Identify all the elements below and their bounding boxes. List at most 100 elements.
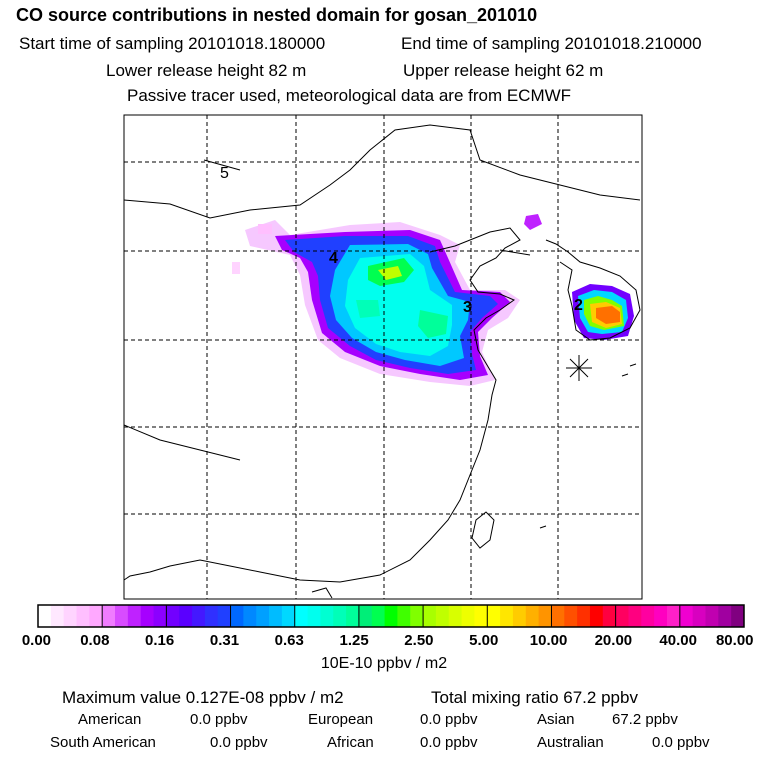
china-coast — [123, 227, 521, 583]
colorbar-swatch — [589, 605, 604, 627]
region-label-5: 5 — [220, 165, 229, 182]
colorbar-tick-label: 0.00 — [21, 632, 52, 649]
colorbar-swatch — [410, 605, 424, 627]
colorbar-swatch — [204, 605, 219, 627]
colorbar-swatch — [487, 605, 501, 627]
colorbar-swatch — [153, 605, 167, 627]
colorbar-swatch — [243, 605, 257, 627]
colorbar-swatch — [423, 605, 437, 627]
colorbar-swatch — [564, 605, 578, 627]
tracer-note: Passive tracer used, meteorological data… — [127, 86, 572, 105]
colorbar-tick-label: 0.08 — [80, 632, 110, 649]
colorbar-swatch — [346, 605, 360, 627]
colorbar-swatch — [525, 605, 540, 627]
colorbar-swatch — [256, 605, 270, 627]
plume-patch — [258, 224, 272, 234]
source-name-asian: Asian — [537, 711, 575, 728]
colorbar-swatch — [628, 605, 642, 627]
colorbar-swatch — [512, 605, 527, 627]
colorbar-tick-label: 20.00 — [594, 632, 633, 649]
colorbar-tick-label: 10.00 — [529, 632, 568, 649]
colorbar-tick-label: 40.00 — [659, 632, 697, 649]
colorbar-swatch — [538, 605, 552, 627]
colorbar-swatch — [294, 605, 309, 627]
colorbar-swatch — [333, 605, 347, 627]
north-border — [123, 124, 641, 219]
colorbar-swatch — [731, 605, 745, 627]
colorbar-frame — [37, 604, 745, 628]
source-name-european: European — [308, 711, 374, 728]
colorbar-tick-label: 80.00 — [715, 632, 754, 649]
colorbar-swatch — [115, 605, 129, 627]
source-value-asian: 67.2 ppbv — [612, 711, 678, 728]
plume-patch — [524, 214, 542, 230]
colorbar-swatch — [230, 605, 244, 627]
region-label-3: 3 — [463, 299, 472, 316]
colorbar-swatch — [50, 605, 65, 627]
colorbar-swatch — [666, 605, 681, 627]
colorbar-unit: 10E-10 ppbv / m2 — [320, 655, 448, 672]
lower-release-label: Lower release height 82 m — [106, 61, 307, 80]
colorbar-swatch — [371, 605, 386, 627]
end-time-label: End time of sampling 20101018.210000 — [401, 34, 702, 53]
colorbar-swatch — [384, 605, 398, 627]
colorbar-swatch — [102, 605, 116, 627]
colorbar-tick-label: 2.50 — [404, 632, 434, 649]
chart-title: CO source contributions in nested domain… — [16, 5, 538, 25]
source-value-american: 0.0 ppbv — [190, 711, 248, 728]
colorbar-swatch — [166, 605, 180, 627]
plume-field — [232, 214, 634, 386]
colorbar-swatch — [641, 605, 655, 627]
start-time-label: Start time of sampling 20101018.180000 — [19, 34, 326, 53]
colorbar-swatch — [448, 605, 463, 627]
colorbar-swatch — [679, 605, 694, 627]
source-name-african: African — [327, 734, 374, 751]
colorbar-swatch — [217, 605, 232, 627]
colorbar-swatch — [89, 605, 103, 627]
colorbar-tick-label: 0.16 — [145, 632, 175, 649]
colorbar-swatch — [705, 605, 719, 627]
colorbar-swatch — [127, 605, 142, 627]
colorbar-swatch — [602, 605, 617, 627]
colorbar-swatch — [140, 605, 155, 627]
colorbar-swatch — [718, 605, 732, 627]
source-value-australian: 0.0 ppbv — [652, 734, 710, 751]
plume-patch — [232, 262, 240, 274]
asterisk-receptor-icon — [566, 355, 592, 381]
colorbar-tick-label: 0.31 — [209, 632, 240, 649]
colorbar-swatch — [461, 605, 475, 627]
source-name-australian: Australian — [537, 734, 604, 751]
colorbar-swatch — [500, 605, 514, 627]
max-value-label: Maximum value 0.127E-08 ppbv / m2 — [62, 688, 344, 707]
plume-green-2 — [418, 310, 448, 338]
total-mixing-label: Total mixing ratio 67.2 ppbv — [431, 688, 638, 707]
colorbar-swatch — [435, 605, 450, 627]
colorbar-swatch — [179, 605, 193, 627]
colorbar-swatch — [269, 605, 283, 627]
colorbar-swatch — [192, 605, 206, 627]
colorbar-swatch — [320, 605, 334, 627]
colorbar-swatch — [551, 605, 565, 627]
colorbar-swatch — [577, 605, 591, 627]
source-name-south-american: South American — [50, 734, 156, 751]
lat-lon-grid — [124, 115, 642, 599]
region-label-4: 4 — [329, 250, 338, 267]
colorbar-tick-label: 1.25 — [339, 632, 369, 649]
colorbar-swatch — [281, 605, 296, 627]
colorbar-swatch — [76, 605, 90, 627]
colorbar-swatch — [63, 605, 78, 627]
colorbar-tick-label: 0.63 — [274, 632, 304, 649]
source-name-american: American — [78, 711, 142, 728]
colorbar-swatch — [38, 605, 52, 627]
source-value-african: 0.0 ppbv — [420, 734, 478, 751]
upper-release-label: Upper release height 62 m — [403, 61, 604, 80]
colorbar-swatch — [615, 605, 629, 627]
colorbar-swatch — [654, 605, 668, 627]
colorbar-swatch — [474, 605, 488, 627]
source-value-european: 0.0 ppbv — [420, 711, 478, 728]
korea-hotspot-orange — [596, 306, 620, 324]
coastlines — [123, 124, 641, 599]
colorbar-tick-label: 5.00 — [469, 632, 499, 649]
korea-coast — [545, 239, 641, 341]
